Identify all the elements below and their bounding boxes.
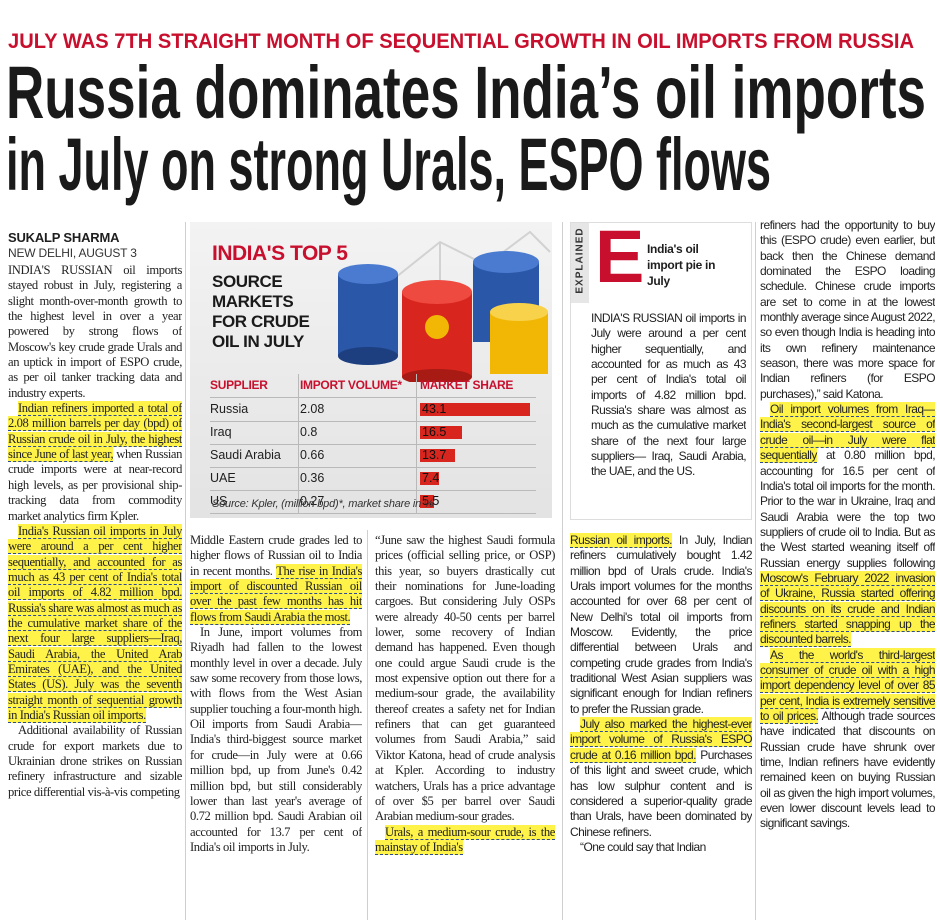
highlighted-text: July also marked the highest-ever import… xyxy=(570,717,752,763)
header: JULY WAS 7TH STRAIGHT MONTH OF SEQUENTIA… xyxy=(6,30,926,206)
table-row: Iraq 0.8 16.5 xyxy=(210,421,536,445)
highlighted-text: India's Russian oil imports in July were… xyxy=(8,523,182,723)
paragraph: Oil import volumes from Iraq—India's sec… xyxy=(760,402,935,648)
infographic-title: SOURCE MARKETS FOR CRUDE OIL IN JULY xyxy=(212,272,310,351)
text-run: INDIA'S RUSSIAN oil imports stayed robus… xyxy=(8,263,182,400)
explained-initial: E xyxy=(595,215,645,298)
column-rule xyxy=(367,530,368,920)
explained-heading: India's oil import pie in July xyxy=(647,242,716,288)
paragraph: Additional availability of Russian crude… xyxy=(8,723,182,800)
data-table: SUPPLIER IMPORT VOLUME* MARKET SHARE Russia… xyxy=(210,374,536,514)
explained-tab xyxy=(571,223,589,303)
column-rule xyxy=(185,222,186,920)
highlighted-text: Moscow's February 2022 invasion of Ukrai… xyxy=(760,570,935,648)
headline-line: in July on strong Urals, ESPO flows xyxy=(6,123,771,206)
supplier-name: Saudi Arabia xyxy=(210,448,281,462)
paragraph: Urals, a medium-sour crude, is the mains… xyxy=(375,824,555,856)
table-header: SUPPLIER IMPORT VOLUME* MARKET SHARE xyxy=(210,374,536,398)
text-run: Middle Eastern crude grades led to highe… xyxy=(190,533,362,578)
barrels-illustration xyxy=(338,230,551,382)
highlighted-text: Russian oil imports. xyxy=(570,533,673,548)
table-divider xyxy=(298,374,299,513)
market-share-value: 43.1 xyxy=(422,402,447,416)
paragraph: India's Russian oil imports in July were… xyxy=(8,523,182,723)
paragraph: “One could say that Indian xyxy=(570,840,752,855)
paragraph: July also marked the highest-ever import… xyxy=(570,717,752,840)
text-run: refiners had the opportunity to buy this… xyxy=(760,218,935,401)
market-share-bar xyxy=(420,449,455,462)
paragraph: INDIA'S RUSSIAN oil imports stayed robus… xyxy=(8,263,182,401)
infographic-title-highlight: INDIA'S TOP 5 xyxy=(212,242,348,265)
supplier-name: US xyxy=(210,494,228,508)
market-share-value: 13.7 xyxy=(422,448,447,462)
explained-label: EXPLAINED xyxy=(574,227,586,294)
highlighted-text: Urals, a medium-sour crude, is the mains… xyxy=(375,824,555,855)
column-rule xyxy=(755,222,756,920)
table-divider xyxy=(416,374,417,513)
import-volume: 2.08 xyxy=(300,402,325,416)
header-cell: SUPPLIER xyxy=(210,378,268,392)
explained-text: INDIA'S RUSSIAN oil imports in July were… xyxy=(591,311,746,511)
supplier-name: Iraq xyxy=(210,425,232,439)
text-run: “One could say that Indian xyxy=(580,839,706,854)
paragraph: In June, import volumes from Riyadh had … xyxy=(190,625,362,855)
dateline: NEW DELHI, AUGUST 3 xyxy=(8,246,137,260)
article-column: Middle Eastern crude grades led to highe… xyxy=(190,533,362,920)
text-run: In July, Indian refiners cumulatively bo… xyxy=(570,533,752,716)
article-column: refiners had the opportunity to buy this… xyxy=(760,218,935,920)
text-run: Although trade sources have indicated th… xyxy=(760,709,935,831)
paragraph: Middle Eastern crude grades led to highe… xyxy=(190,533,362,625)
paragraph: Russian oil imports. In July, Indian ref… xyxy=(570,533,752,717)
header-cell: MARKET SHARE xyxy=(420,378,514,392)
headline-line: Russia dominates India’s oil imports xyxy=(6,51,926,134)
text-run: “June saw the highest Saudi formula pric… xyxy=(375,533,555,824)
explained-box: EXPLAINED E India's oil import pie in Ju… xyxy=(570,217,752,520)
import-volume: 0.8 xyxy=(300,425,318,439)
paragraph: INDIA'S RUSSIAN oil imports in July were… xyxy=(591,311,746,480)
market-share-value: 16.5 xyxy=(422,425,447,439)
paragraph: As the world's third-largest consumer of… xyxy=(760,647,935,832)
text-run: at 0.80 million bpd, accounting for 16.5… xyxy=(760,448,935,570)
paragraph: Indian refiners imported a total of 2.08… xyxy=(8,401,182,524)
text-run: Purchases of this light and sweet crude,… xyxy=(570,747,752,839)
text-run: Additional availability of Russian crude… xyxy=(8,723,182,799)
import-volume: 0.36 xyxy=(300,471,325,485)
table-row: UAE 0.36 7.4 xyxy=(210,467,536,491)
source-note: Source: Kpler, (million bpd)*, market sh… xyxy=(212,498,434,510)
market-share-bar xyxy=(420,472,439,485)
table-row: Russia 2.08 43.1 xyxy=(210,398,536,422)
header-cell: IMPORT VOLUME* xyxy=(300,378,402,392)
highlighted-text: Indian refiners imported a total of 2.08… xyxy=(8,401,182,463)
import-volume: 0.27 xyxy=(300,494,325,508)
text-run: INDIA'S RUSSIAN oil imports in July were… xyxy=(591,311,746,479)
text-run: In June, import volumes from Riyadh had … xyxy=(190,625,362,854)
market-share-value: 5.5 xyxy=(422,494,440,508)
kicker: JULY WAS 7TH STRAIGHT MONTH OF SEQUENTIA… xyxy=(8,30,914,53)
market-share-bar xyxy=(420,403,530,416)
text-run: when Russian crude imports were at near-… xyxy=(8,447,182,523)
table-row: US 0.27 5.5 xyxy=(210,490,536,514)
paragraph: “June saw the highest Saudi formula pric… xyxy=(375,533,555,825)
paragraph: refiners had the opportunity to buy this… xyxy=(760,218,935,402)
article-column: “June saw the highest Saudi formula pric… xyxy=(375,533,555,920)
column-rule xyxy=(562,222,563,920)
infographic: INDIA'S TOP 5 SOURCE MARKETS FOR CRUDE O… xyxy=(190,222,552,518)
article-column: INDIA'S RUSSIAN oil imports stayed robus… xyxy=(8,263,182,920)
market-share-bar xyxy=(420,495,435,508)
supplier-name: Russia xyxy=(210,402,249,416)
byline: SUKALP SHARMA xyxy=(8,230,120,245)
article-column: Russian oil imports. In July, Indian ref… xyxy=(570,533,752,920)
market-share-bar xyxy=(420,426,463,439)
supplier-name: UAE xyxy=(210,471,236,485)
table-row: Saudi Arabia 0.66 13.7 xyxy=(210,444,536,468)
import-volume: 0.66 xyxy=(300,448,325,462)
market-share-value: 7.4 xyxy=(422,471,440,485)
